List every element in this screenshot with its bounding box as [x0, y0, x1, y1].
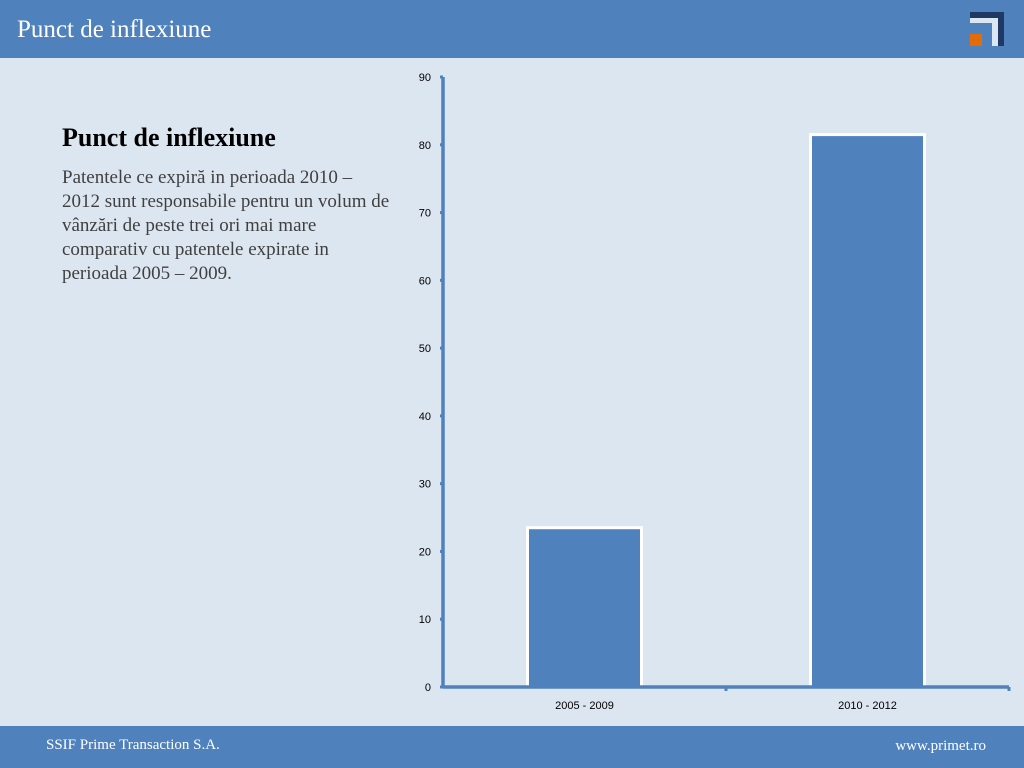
- header-title: Punct de inflexiune: [17, 16, 212, 43]
- footer-website[interactable]: www.primet.ro: [895, 738, 986, 754]
- footer-bar: SSIF Prime Transaction S.A. www.primet.r…: [0, 726, 1024, 768]
- y-tick-label: 50: [419, 343, 431, 355]
- x-tick-label: 2010 - 2012: [838, 700, 897, 712]
- y-tick-label: 10: [419, 614, 431, 626]
- y-tick-label: 30: [419, 479, 431, 491]
- y-tick-label: 60: [419, 275, 431, 287]
- slide-heading: Punct de inflexiune: [62, 123, 276, 152]
- y-tick-label: 70: [419, 208, 431, 220]
- bar-chart: 0 10 20 30 40 50 60 70 80 90 2005 - 2009 2010 - 201…: [419, 72, 1011, 712]
- slide-paragraph: Patentele ce expiră in perioada 2010 – 2…: [62, 167, 390, 284]
- x-tick-label: 2005 - 2009: [555, 700, 614, 712]
- header-bar: Punct de inflexiune: [0, 0, 1024, 58]
- y-tick-label: 0: [425, 682, 431, 694]
- bar-2: [809, 133, 926, 689]
- primet-logo-icon: [970, 12, 1004, 46]
- footer-company: SSIF Prime Transaction S.A.: [46, 737, 220, 753]
- bar-1: [526, 526, 643, 689]
- y-tick-label: 20: [419, 546, 431, 558]
- y-tick-label: 80: [419, 140, 431, 152]
- y-tick-label: 90: [419, 72, 431, 84]
- y-tick-label: 40: [419, 411, 431, 423]
